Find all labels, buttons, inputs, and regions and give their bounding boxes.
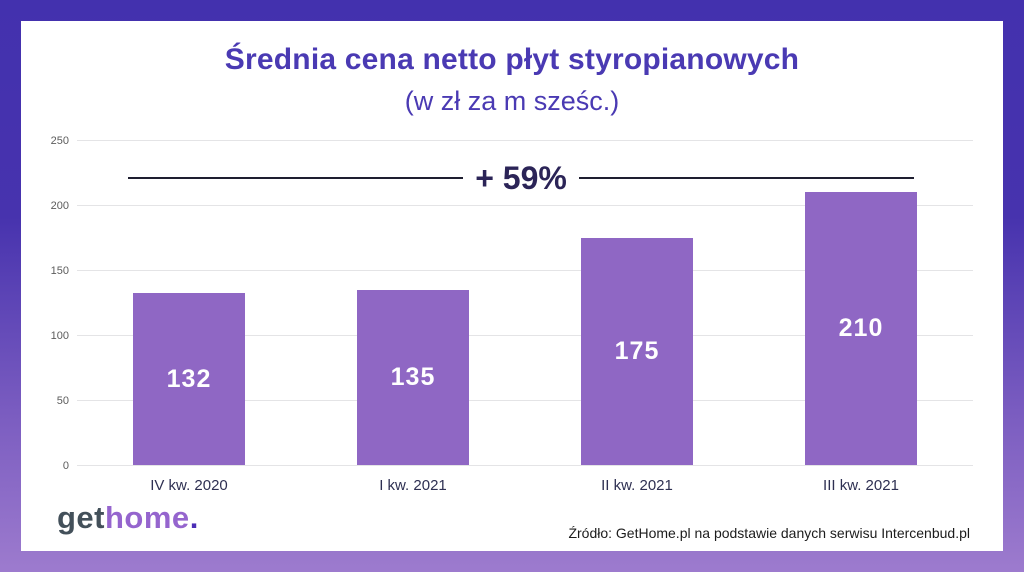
annotation-line-right <box>578 177 914 179</box>
logo-get: get <box>57 500 105 535</box>
chart-subtitle: (w zł za m sześc.) <box>404 86 620 116</box>
gridline-50 <box>77 399 973 401</box>
chart-title: Średnia cena netto płyt styropianowych <box>224 43 800 76</box>
bar-4: 210 <box>805 192 917 465</box>
y-tick-label-200: 200 <box>50 199 69 212</box>
annotation-line-left <box>128 177 464 179</box>
logo-dot: . <box>189 500 199 535</box>
logo-home: home <box>105 500 190 535</box>
x-axis-label: II kw. 2021 <box>601 477 673 494</box>
x-axis-label: IV kw. 2020 <box>150 477 228 494</box>
gridline-250 <box>77 139 973 141</box>
x-axis-label: III kw. 2021 <box>823 477 899 494</box>
x-axis-label: I kw. 2021 <box>379 477 447 494</box>
gridline-0 <box>77 464 973 466</box>
y-tick-label-100: 100 <box>50 329 69 342</box>
annotation-label: + 59% <box>475 159 567 196</box>
y-tick-label-0: 0 <box>62 459 69 472</box>
bar-3: 175 <box>581 237 693 465</box>
bar-value-label: 210 <box>838 314 884 342</box>
bar-value-label: 132 <box>166 364 212 393</box>
gridline-200 <box>77 204 973 206</box>
gethome-logo: gethome. <box>57 500 199 536</box>
chart-card: Średnia cena netto płyt styropianowych (… <box>21 21 1003 551</box>
bar-value-label: 135 <box>390 362 436 391</box>
bar-value-label: 175 <box>614 336 660 365</box>
bar-2: 135 <box>357 289 469 465</box>
plot-area: + 59% 0 50 100 150 200 250 132 IV kw. 2020 135 I … <box>51 135 973 494</box>
y-tick-label-150: 150 <box>50 264 69 277</box>
source-text: Źródło: GetHome.pl na podstawie danych s… <box>568 525 970 541</box>
gridline-100 <box>77 334 973 336</box>
y-tick-label-250: 250 <box>50 134 69 147</box>
growth-annotation: + 59% <box>128 157 914 199</box>
y-tick-label-50: 50 <box>56 394 69 407</box>
gridline-150 <box>77 269 973 271</box>
chart-header: Średnia cena netto płyt styropianowych (… <box>21 21 1003 117</box>
bar-1: 132 <box>133 293 245 465</box>
